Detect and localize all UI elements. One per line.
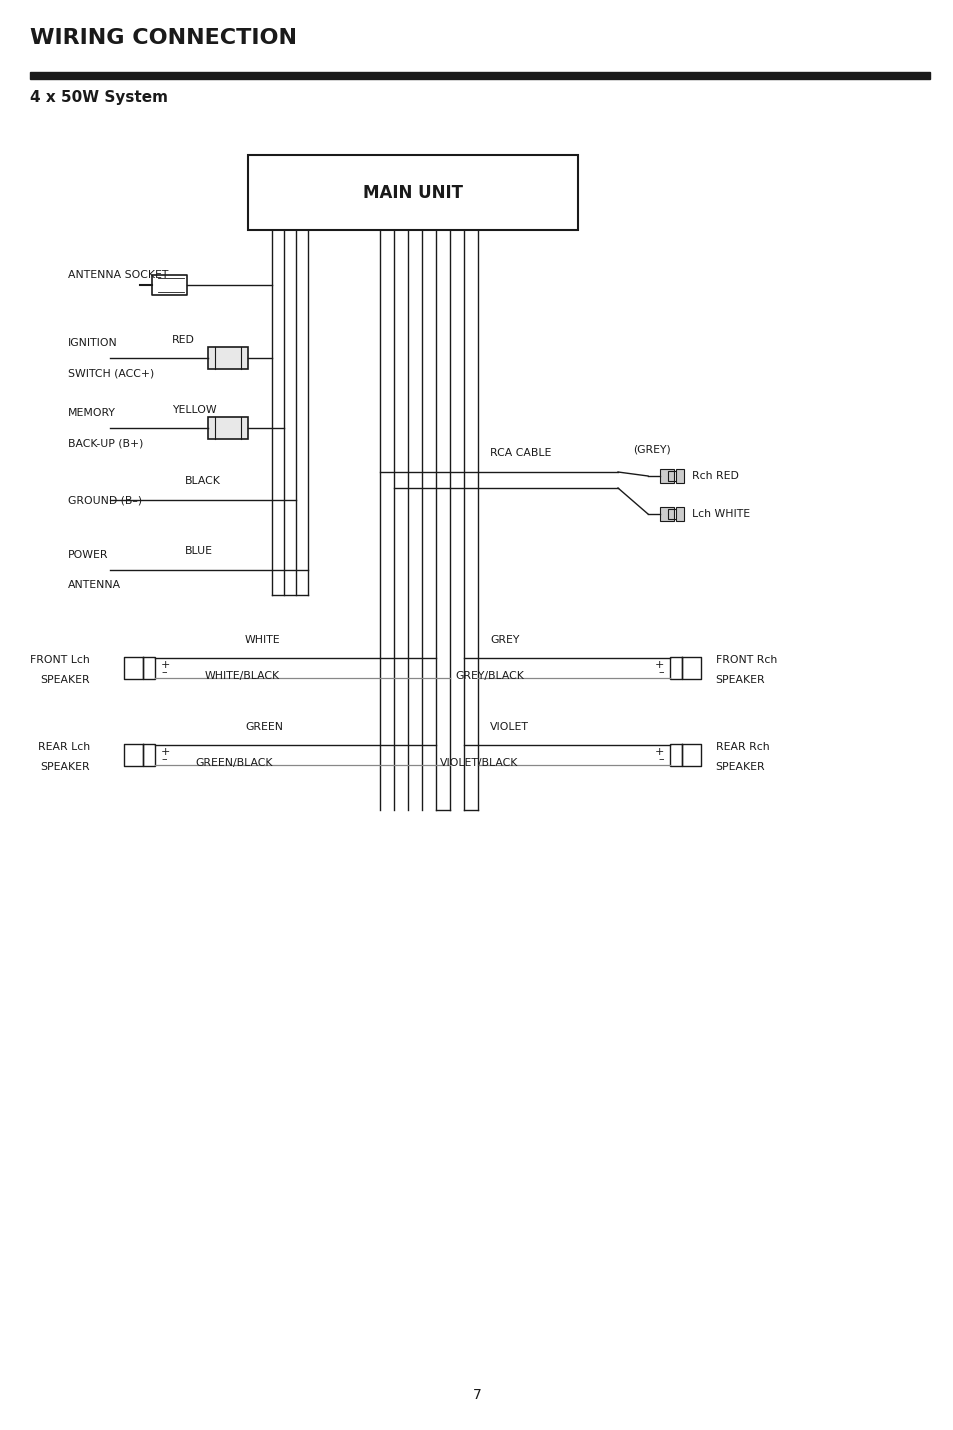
Text: IGNITION: IGNITION [68, 337, 117, 347]
Bar [669, 744, 681, 766]
Text: POWER: POWER [68, 551, 109, 561]
Text: BACK-UP (B+): BACK-UP (B+) [68, 438, 143, 448]
Text: +: + [161, 746, 171, 756]
Bar [208, 347, 248, 369]
Text: YELLOW: YELLOW [172, 405, 216, 415]
Text: ANTENNA: ANTENNA [68, 581, 121, 591]
Text: SPEAKER: SPEAKER [715, 762, 764, 772]
Text: GROUND (B–): GROUND (B–) [68, 495, 142, 505]
Bar [143, 656, 154, 679]
Text: Lch WHITE: Lch WHITE [691, 509, 749, 519]
Bar [143, 744, 154, 766]
Bar [659, 508, 673, 521]
Text: GREY/BLACK: GREY/BLACK [455, 671, 523, 681]
Text: GREY: GREY [490, 635, 518, 645]
Text: SPEAKER: SPEAKER [715, 675, 764, 685]
Text: Rch RED: Rch RED [691, 470, 739, 480]
Text: RED: RED [172, 335, 194, 345]
Text: –: – [161, 754, 167, 764]
Text: WHITE: WHITE [245, 635, 280, 645]
Bar [208, 418, 248, 439]
Text: GREEN/BLACK: GREEN/BLACK [194, 758, 273, 768]
Text: FRONT Lch: FRONT Lch [30, 655, 90, 665]
Bar [248, 154, 578, 230]
Text: MAIN UNIT: MAIN UNIT [363, 183, 462, 202]
Text: 7: 7 [472, 1389, 481, 1401]
Bar [669, 656, 681, 679]
Text: ANTENNA SOCKET: ANTENNA SOCKET [68, 270, 168, 280]
Bar [152, 275, 187, 295]
Text: SPEAKER: SPEAKER [40, 675, 90, 685]
Bar [30, 72, 929, 79]
Text: WHITE/BLACK: WHITE/BLACK [205, 671, 280, 681]
Text: BLACK: BLACK [185, 476, 221, 486]
Bar [676, 508, 683, 521]
Text: SPEAKER: SPEAKER [40, 762, 90, 772]
Text: –: – [161, 666, 167, 676]
Text: –: – [658, 666, 663, 676]
Text: +: + [161, 659, 171, 669]
Text: RCA CABLE: RCA CABLE [490, 448, 551, 458]
Text: GREEN: GREEN [245, 722, 283, 732]
Text: –: – [658, 754, 663, 764]
Text: MEMORY: MEMORY [68, 408, 115, 418]
Text: (GREY): (GREY) [633, 443, 670, 453]
Text: SWITCH (ACC+): SWITCH (ACC+) [68, 368, 154, 378]
Text: +: + [654, 746, 663, 756]
Text: 4 x 50W System: 4 x 50W System [30, 90, 168, 104]
Text: VIOLET: VIOLET [490, 722, 528, 732]
Text: +: + [654, 659, 663, 669]
Text: BLUE: BLUE [185, 546, 213, 556]
Text: FRONT Rch: FRONT Rch [715, 655, 776, 665]
Bar [659, 469, 673, 483]
Text: REAR Rch: REAR Rch [715, 742, 768, 752]
Bar [667, 470, 676, 480]
Bar [676, 469, 683, 483]
Text: REAR Lch: REAR Lch [38, 742, 90, 752]
Bar [667, 509, 676, 519]
Text: WIRING CONNECTION: WIRING CONNECTION [30, 29, 296, 49]
Text: VIOLET/BLACK: VIOLET/BLACK [439, 758, 517, 768]
